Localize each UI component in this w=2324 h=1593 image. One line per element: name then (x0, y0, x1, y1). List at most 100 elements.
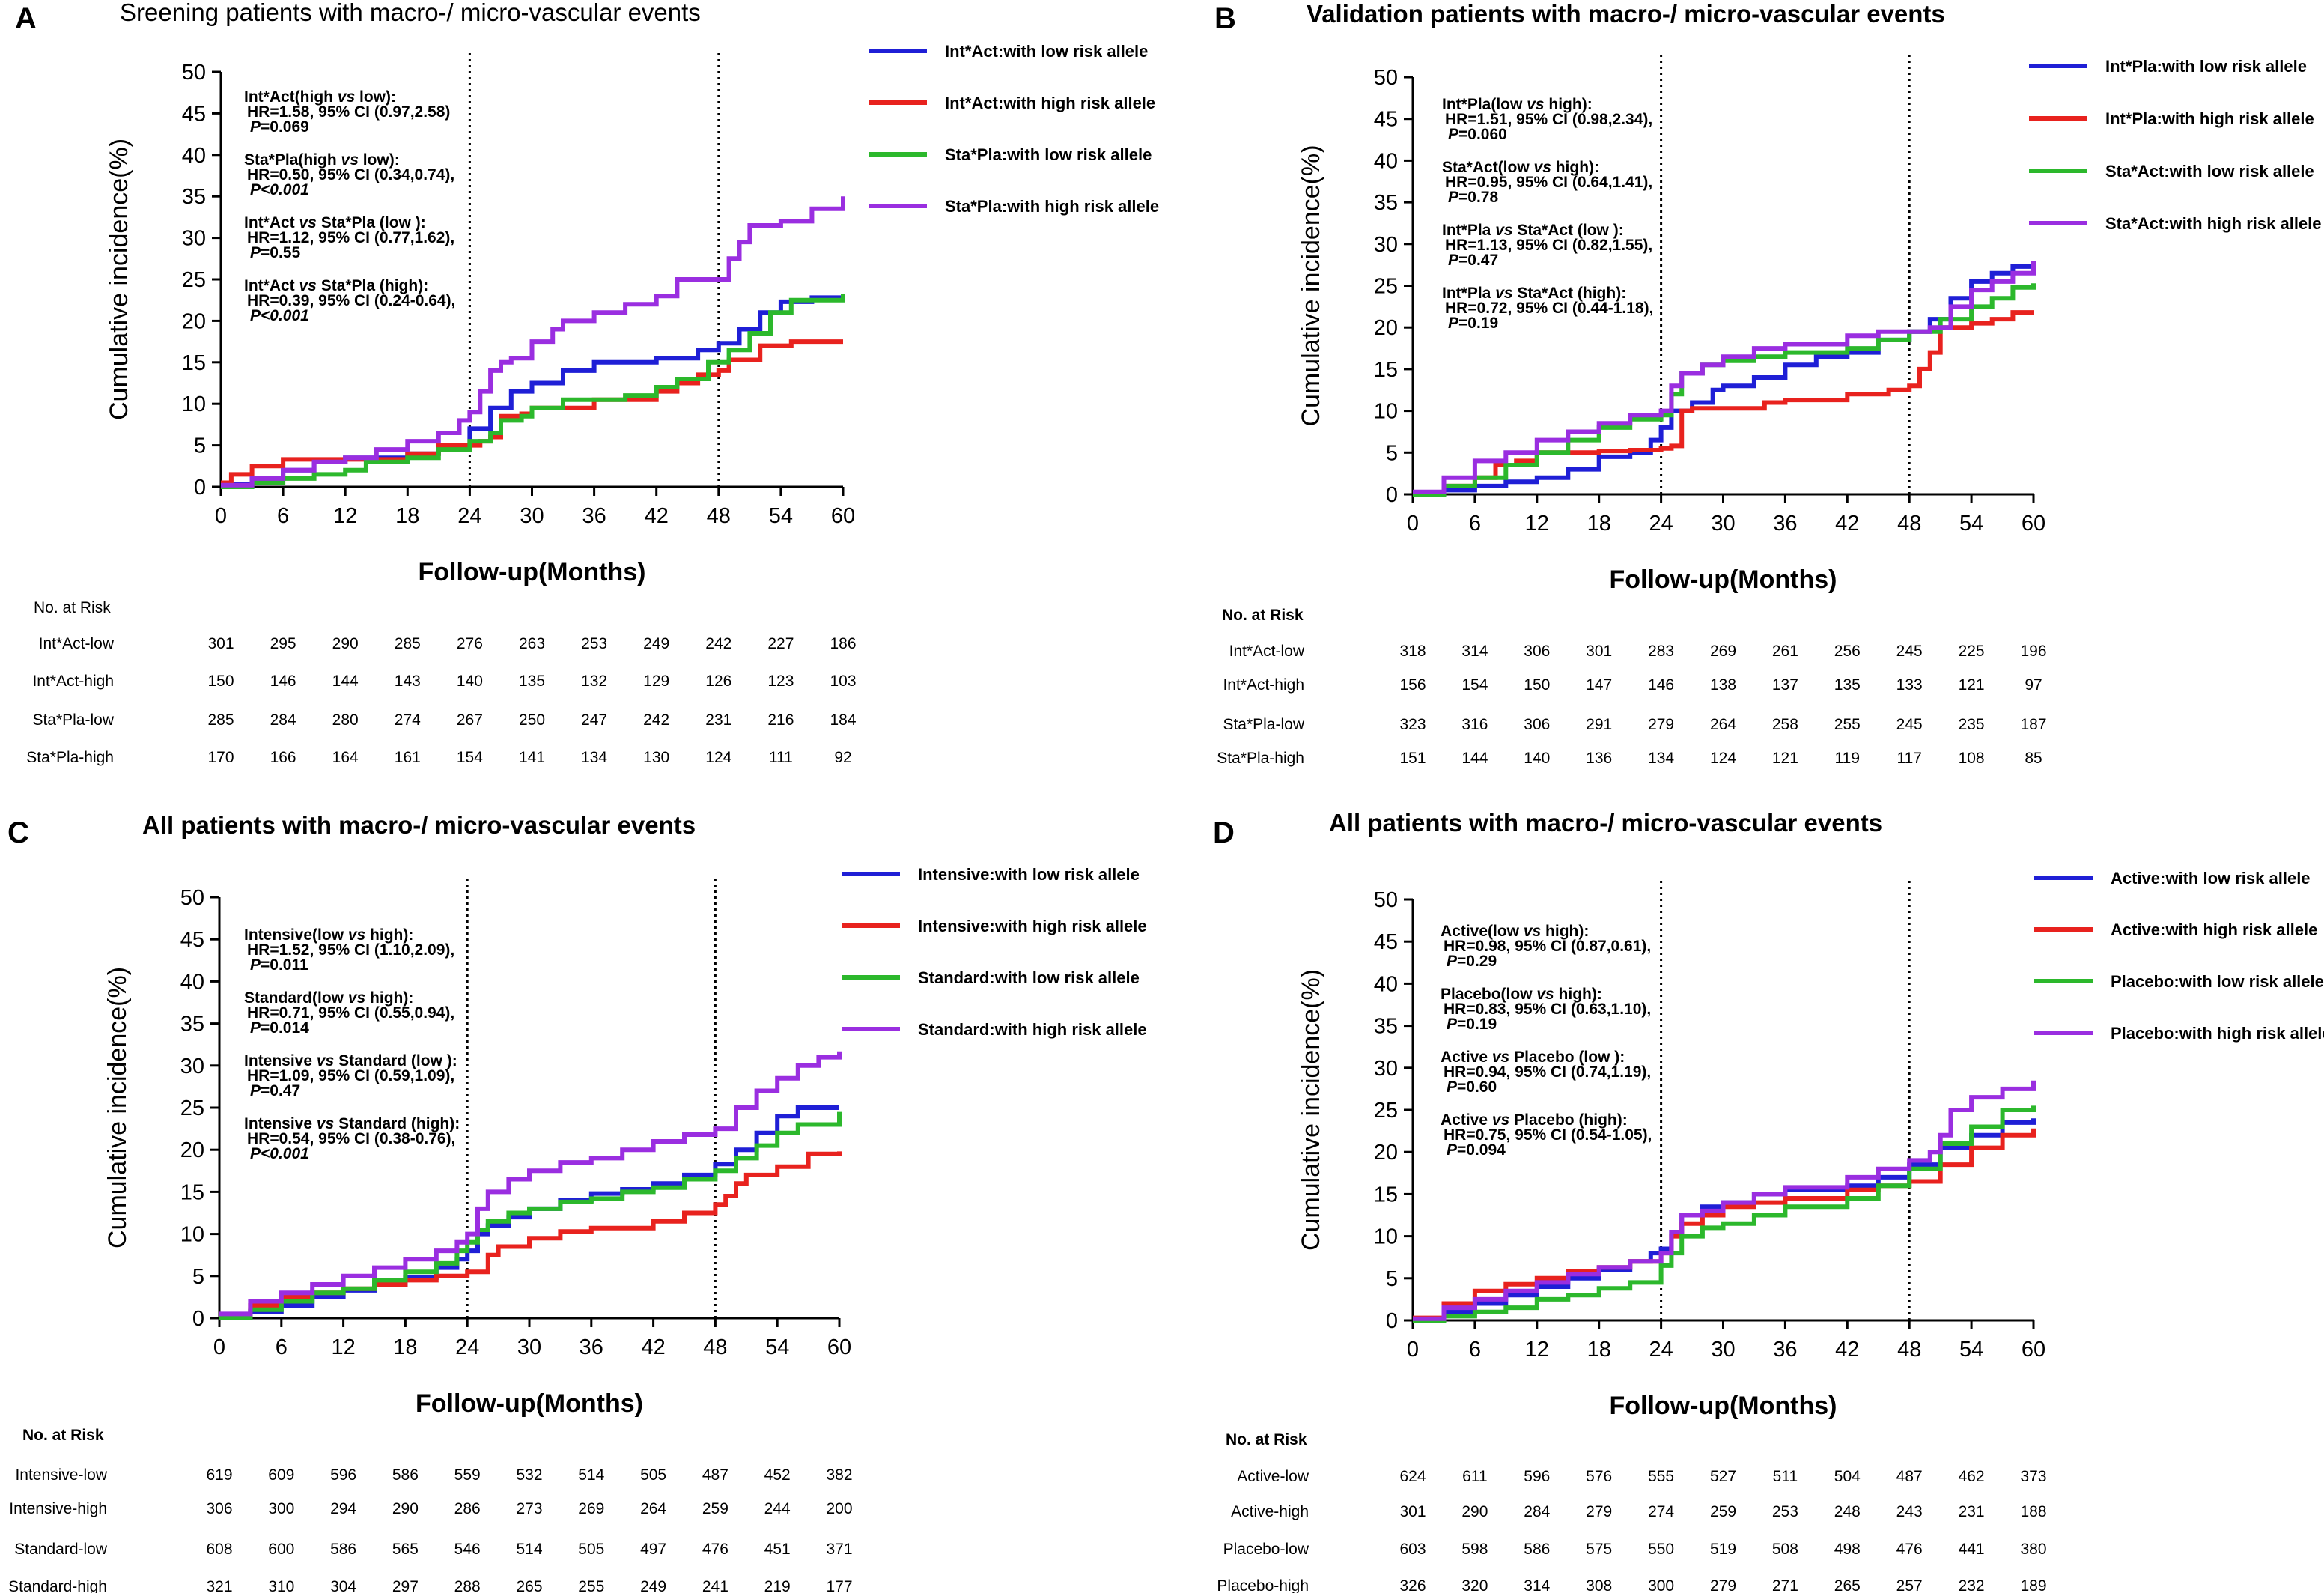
y-tick-label: 45 (182, 102, 206, 126)
risk-value: 286 (454, 1500, 481, 1517)
risk-value: 295 (270, 635, 296, 652)
risk-value: 124 (1710, 750, 1736, 767)
risk-value: 514 (516, 1541, 542, 1558)
risk-value: 290 (332, 635, 359, 652)
risk-value: 476 (1896, 1541, 1923, 1558)
y-tick-label: 50 (1374, 888, 1398, 912)
y-tick-label: 20 (182, 309, 206, 333)
risk-row-label: Active-low (1237, 1468, 1309, 1485)
risk-value: 320 (1461, 1577, 1488, 1593)
risk-value: 624 (1399, 1468, 1426, 1485)
risk-row-label: Int*Act-low (39, 635, 115, 652)
risk-value: 256 (1834, 643, 1861, 660)
risk-row-label: Int*Act-high (1223, 676, 1304, 694)
risk-value: 265 (1834, 1577, 1861, 1593)
risk-row-label: Placebo-low (1223, 1541, 1309, 1558)
risk-value: 249 (643, 635, 669, 652)
legend-label: Int*Act:with high risk allele (945, 94, 1155, 112)
risk-value: 462 (1959, 1468, 1985, 1485)
y-tick-label: 20 (1374, 1141, 1398, 1165)
risk-value: 143 (395, 673, 421, 690)
x-axis-label: Follow-up(Months) (1609, 1392, 1837, 1420)
x-tick-label: 48 (1897, 512, 1921, 535)
risk-row-label: Sta*Pla-low (1223, 716, 1304, 733)
panel-letter: B (1214, 2, 1236, 35)
risk-value: 250 (519, 711, 545, 729)
risk-value: 117 (1896, 750, 1921, 767)
annotation-p: P=0.60 (1447, 1078, 1497, 1096)
risk-value: 285 (207, 711, 234, 729)
annotation-heading: Active vs Placebo (high): (1441, 1111, 1628, 1129)
risk-value: 301 (1586, 643, 1612, 660)
risk-value: 274 (395, 711, 421, 729)
legend-label: Active:with high risk allele (2111, 920, 2317, 939)
annotation-p: P=0.47 (1448, 252, 1498, 269)
series-line-4 (1413, 261, 2036, 494)
x-tick-label: 36 (580, 1335, 603, 1359)
legend-label: Placebo:with high risk allele (2111, 1024, 2324, 1043)
risk-value: 308 (1586, 1577, 1612, 1593)
risk-value: 135 (519, 673, 545, 690)
annotation-heading: Intensive(low vs high): (244, 926, 413, 944)
y-tick-label: 15 (182, 351, 206, 375)
risk-value: 177 (826, 1578, 852, 1593)
risk-value: 611 (1462, 1468, 1487, 1485)
risk-value: 301 (1399, 1503, 1426, 1520)
y-tick-label: 30 (1374, 1057, 1398, 1081)
annotation-hr: HR=0.83, 95% CI (0.63,1.10), (1444, 1001, 1651, 1018)
risk-value: 514 (578, 1466, 604, 1484)
y-axis-label: Cumulative incidence(%) (105, 139, 133, 420)
legend-label: Active:with low risk allele (2111, 869, 2311, 887)
annotation-heading: Standard(low vs high): (244, 989, 413, 1007)
annotation-hr: HR=0.98, 95% CI (0.87,0.61), (1444, 938, 1651, 955)
annotation-hr: HR=0.54, 95% CI (0.38-0.76), (247, 1130, 455, 1147)
legend-label: Int*Pla:with high risk allele (2105, 109, 2314, 128)
risk-row-label: Standard-low (14, 1541, 108, 1558)
x-tick-label: 6 (277, 504, 289, 528)
risk-value: 271 (1772, 1577, 1798, 1593)
annotation-hr: HR=0.71, 95% CI (0.55,0.94), (247, 1004, 454, 1022)
risk-table-title: No. at Risk (34, 599, 111, 616)
annotation-p: P=0.19 (1448, 315, 1498, 332)
x-tick-label: 36 (1773, 512, 1797, 535)
risk-value: 306 (1524, 643, 1550, 660)
risk-value: 200 (826, 1500, 852, 1517)
risk-value: 137 (1772, 676, 1798, 694)
chart-title: All patients with macro-/ micro-vascular… (1329, 809, 1882, 837)
panel-letter: C (7, 816, 29, 849)
y-tick-label: 45 (1374, 108, 1398, 132)
risk-value: 565 (392, 1541, 419, 1558)
legend-label: Intensive:with low risk allele (918, 865, 1140, 884)
y-tick-label: 30 (1374, 233, 1398, 257)
annotation-heading: Int*Act vs Sta*Pla (low ): (244, 214, 426, 231)
risk-value: 575 (1586, 1541, 1612, 1558)
y-axis-label: Cumulative incidence(%) (103, 967, 132, 1248)
risk-value: 154 (1461, 676, 1488, 694)
risk-value: 249 (640, 1578, 666, 1593)
risk-value: 276 (457, 635, 483, 652)
risk-value: 300 (1648, 1577, 1674, 1593)
risk-value: 263 (519, 635, 545, 652)
risk-value: 382 (826, 1466, 852, 1484)
risk-value: 600 (268, 1541, 294, 1558)
risk-row-label: Intensive-low (15, 1466, 107, 1484)
annotation-p: P=0.29 (1447, 953, 1497, 970)
x-tick-label: 18 (1587, 512, 1611, 535)
risk-value: 508 (1772, 1541, 1798, 1558)
risk-value: 314 (1524, 1577, 1550, 1593)
panel-letter: A (15, 2, 37, 35)
risk-value: 586 (330, 1541, 356, 1558)
y-tick-label: 40 (1374, 149, 1398, 173)
x-tick-label: 30 (520, 504, 544, 528)
risk-value: 505 (578, 1541, 604, 1558)
legend-label: Sta*Act:with low risk allele (2105, 162, 2314, 180)
risk-value: 258 (1772, 716, 1798, 733)
risk-value: 596 (1524, 1468, 1550, 1485)
risk-value: 279 (1586, 1503, 1612, 1520)
legend-label: Int*Act:with low risk allele (945, 42, 1148, 61)
y-tick-label: 40 (182, 144, 206, 168)
x-tick-label: 6 (1469, 1338, 1481, 1362)
x-tick-label: 12 (333, 504, 357, 528)
risk-value: 243 (1896, 1503, 1923, 1520)
